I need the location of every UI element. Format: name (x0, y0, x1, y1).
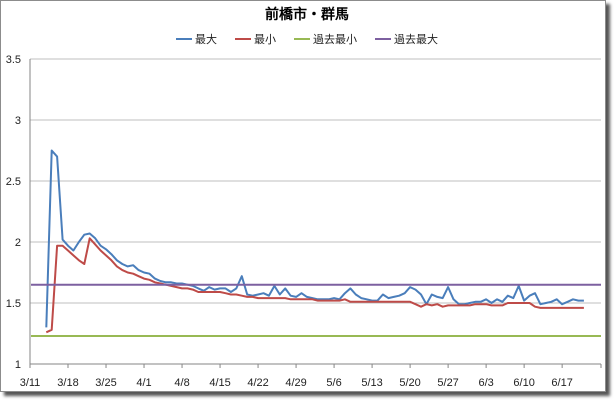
x-tick-label: 4/1 (136, 377, 151, 389)
legend-swatch-past-min (294, 38, 310, 40)
x-tick-label: 4/22 (247, 377, 268, 389)
y-tick-label: 1.5 (6, 298, 21, 310)
chart-legend: 最大 最小 過去最小 過去最大 (0, 31, 614, 47)
legend-item-max: 最大 (176, 31, 217, 47)
y-tick-label: 3 (15, 115, 21, 127)
x-tick-label: 4/8 (174, 377, 189, 389)
x-tick-label: 5/6 (326, 377, 341, 389)
legend-item-min: 最小 (235, 31, 276, 47)
chart-frame (0, 0, 606, 392)
x-tick-label: 3/18 (57, 377, 78, 389)
series-line-0 (45, 149, 584, 328)
legend-label: 最小 (254, 33, 276, 46)
x-tick-label: 5/13 (361, 377, 382, 389)
legend-swatch-past-max (375, 38, 391, 40)
x-tick-label: 5/20 (399, 377, 420, 389)
x-tick-label: 4/29 (285, 377, 306, 389)
chart-title: 前橋市・群馬 (265, 7, 349, 23)
y-tick-label: 2 (15, 237, 21, 249)
legend-label: 過去最大 (394, 33, 438, 46)
legend-label: 最大 (195, 33, 217, 46)
x-tick-label: 6/17 (551, 377, 572, 389)
y-tick-label: 1 (15, 359, 21, 371)
x-tick-label: 3/25 (95, 377, 116, 389)
x-tick-label: 6/3 (478, 377, 493, 389)
legend-swatch-min (235, 38, 251, 40)
x-tick-label: 4/15 (209, 377, 230, 389)
y-tick-label: 2.5 (6, 176, 21, 188)
y-tick-label: 3.5 (6, 54, 21, 66)
legend-item-past-max: 過去最大 (375, 31, 438, 47)
legend-item-past-min: 過去最小 (294, 31, 357, 47)
series-line-1 (45, 237, 584, 334)
x-tick-label: 5/27 (437, 377, 458, 389)
legend-swatch-max (176, 38, 192, 40)
x-tick-label: 3/11 (20, 377, 41, 389)
legend-label: 過去最小 (313, 33, 357, 46)
x-tick-label: 6/10 (513, 377, 534, 389)
